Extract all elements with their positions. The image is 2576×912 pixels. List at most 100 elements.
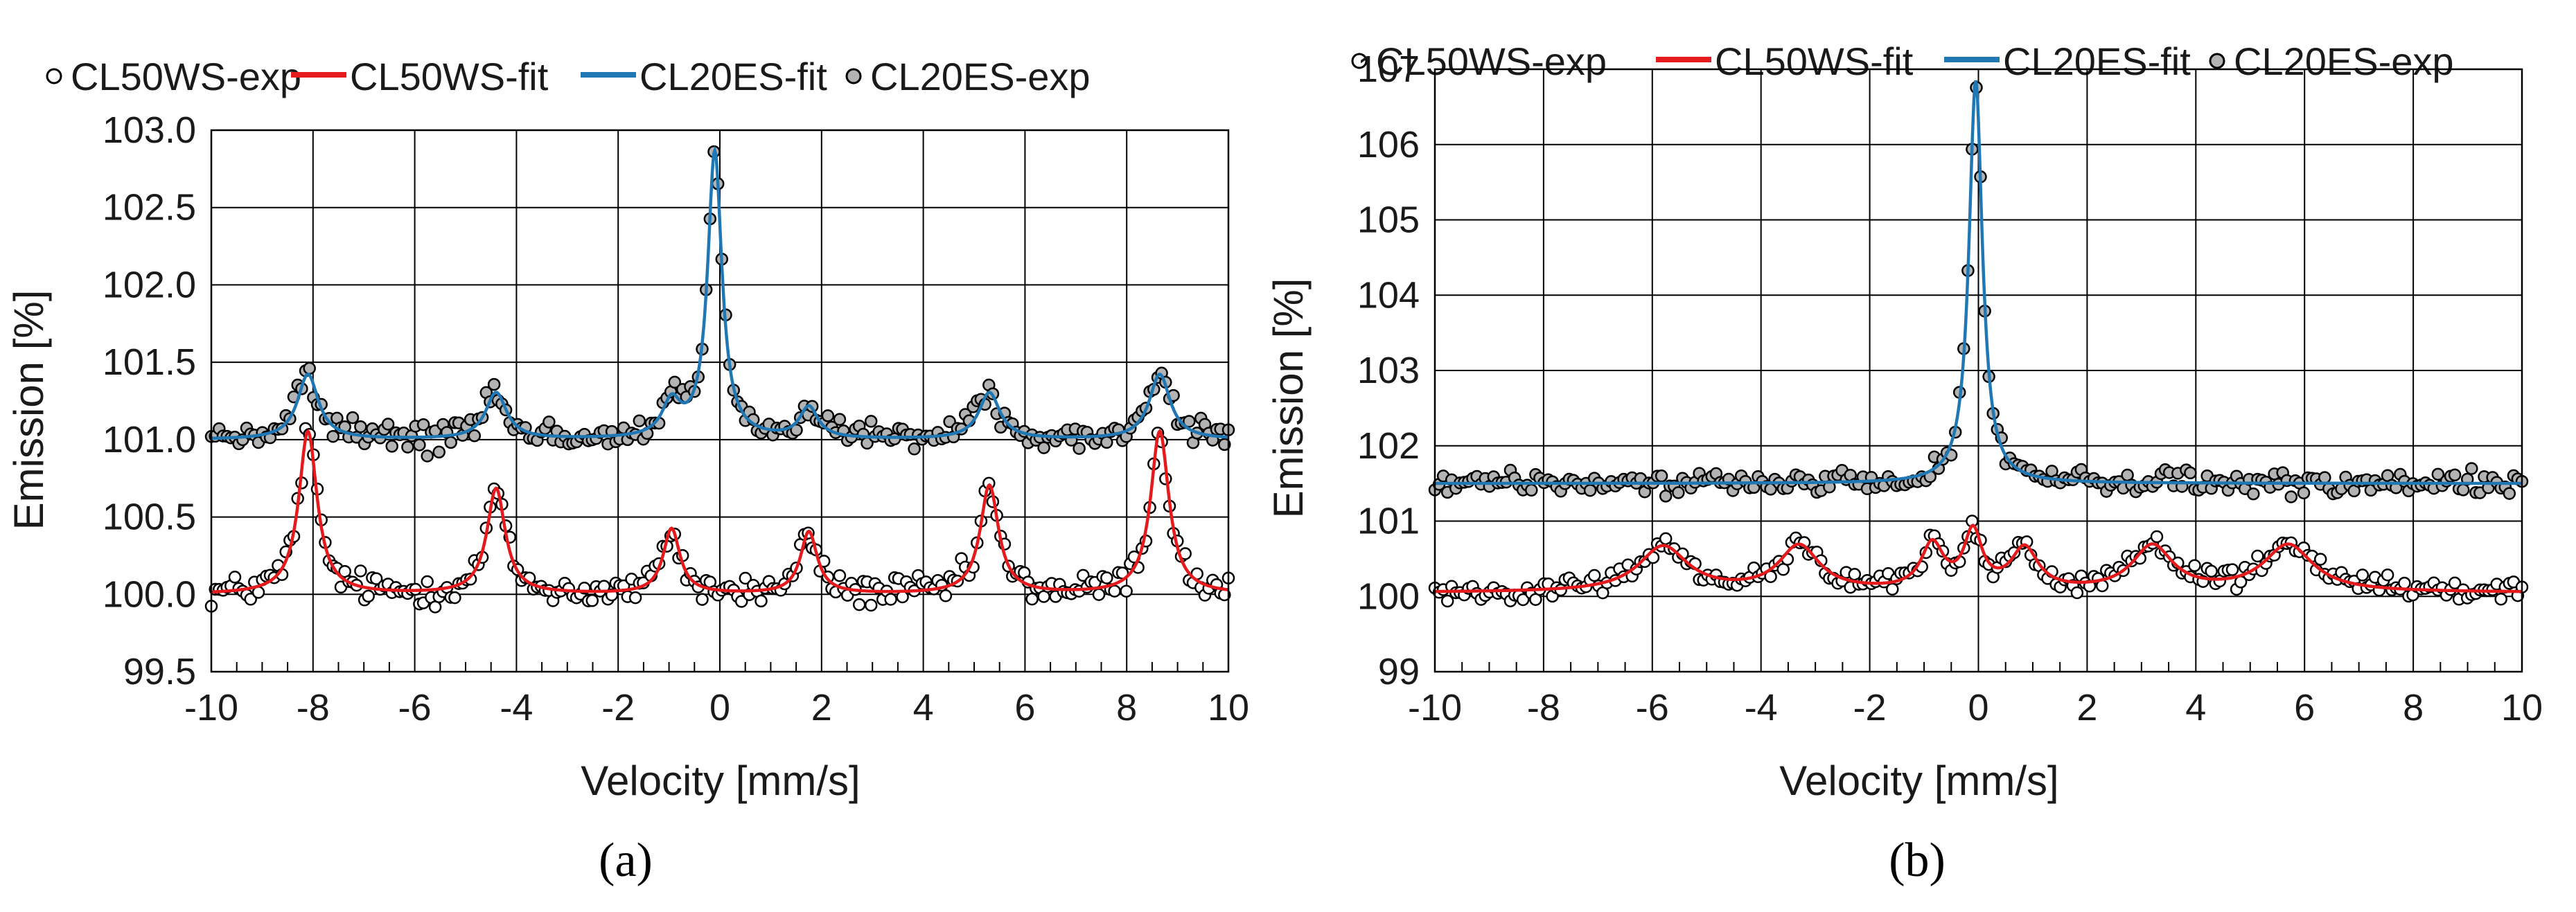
y-tick-label: 99 [1378, 651, 1420, 692]
CL50WS-exp-point [2150, 530, 2164, 544]
CL20ES-exp-point [303, 361, 316, 375]
CL20ES-exp-point [468, 429, 482, 442]
CL50WS-exp-point [2070, 586, 2084, 600]
CL50WS-exp-point [734, 595, 748, 608]
xlabel-a: Velocity [mm/s] [581, 758, 860, 804]
x-tick-label: 4 [913, 687, 934, 728]
y-tick-label: 100.5 [103, 497, 196, 538]
chart-panel-a: CL50WS-exp CL50WS-fit CL20ES-fit CL20ES-… [6, 55, 1249, 887]
CL20ES-exp-point [2456, 483, 2470, 497]
CL50WS-exp-point [2188, 559, 2201, 572]
CL20ES-exp-point [908, 442, 921, 456]
x-tick-label: -4 [500, 687, 533, 728]
x-tick-label: 10 [2501, 687, 2543, 728]
plot-area-a: -10 -8 -6 -4 -2 0 2 4 6 8 10 99.5 100.0 100.5 101.0 101… [103, 109, 1249, 728]
legend-a-label-2: CL20ES-fit [639, 55, 827, 98]
CL50WS-fit-line [211, 429, 1229, 594]
CL50WS-exp-point [2205, 564, 2218, 578]
CL50WS-exp-point [1587, 569, 1601, 582]
CL50WS-exp-point [1440, 594, 1454, 608]
CL50WS-exp-point [2494, 592, 2507, 606]
CL50WS-exp-point [896, 590, 909, 604]
legend-a-label-1: CL50WS-fit [350, 55, 549, 98]
CL50WS-exp-point [585, 594, 599, 607]
x-tick-label: 8 [2403, 687, 2424, 728]
ylabel-b: Emission [%] [1265, 278, 1312, 519]
CL50WS-exp-point [2251, 549, 2264, 563]
CL20ES-exp-point [1073, 442, 1086, 455]
panel-label-a: (a) [599, 834, 653, 887]
x-tick-label: 8 [1116, 687, 1137, 728]
legend-b-marker-0 [1351, 53, 1368, 69]
CL50WS-exp-point [1108, 584, 1121, 598]
y-tick-label: 100 [1357, 575, 1420, 617]
CL50WS-exp-point [696, 593, 709, 606]
CL50WS-exp-point [421, 575, 434, 589]
CL50WS-exp-point [884, 593, 897, 606]
CL20ES-exp-point [1100, 436, 1113, 449]
x-tick-label: -2 [1853, 687, 1887, 728]
panel-label-b: (b) [1889, 834, 1946, 887]
x-tick-label: -2 [601, 687, 635, 728]
legend-a: CL50WS-exp CL50WS-fit CL20ES-fit CL20ES-… [46, 55, 1091, 98]
CL50WS-exp-point [362, 589, 375, 603]
x-tick-label: 2 [2076, 687, 2097, 728]
x-tick-label: -8 [297, 687, 330, 728]
CL50WS-exp-point [228, 571, 242, 584]
CL50WS-exp-point [1025, 592, 1039, 606]
y-tick-label: 101 [1357, 501, 1420, 542]
CL50WS-exp-point [2313, 553, 2327, 566]
xlabel-b: Velocity [mm/s] [1779, 758, 2058, 804]
CL20ES-exp-point [2503, 487, 2516, 500]
CL20ES-exp-point [864, 415, 878, 428]
CL20ES-exp-point [401, 440, 414, 454]
legend-b: CL50WS-exp CL50WS-fit CL20ES-fit CL20ES-… [1351, 39, 2454, 83]
y-tick-label: 103 [1357, 350, 1420, 391]
CL20ES-fit-line [1435, 80, 2522, 485]
y-tick-label: 102 [1357, 425, 1420, 467]
CL50WS-exp-point [852, 598, 866, 611]
CL50WS-exp-point [739, 571, 752, 585]
x-tick-label: -10 [184, 687, 238, 728]
CL50WS-exp-point [2381, 568, 2394, 582]
CL20ES-exp-point [1183, 415, 1196, 428]
CL20ES-exp-point [487, 377, 501, 391]
legend-b-label-1: CL50WS-fit [1715, 39, 1914, 83]
CL20ES-exp-point [943, 415, 956, 429]
legend-a-label-0: CL50WS-exp [71, 55, 301, 98]
x-tick-label: -4 [1745, 687, 1778, 728]
y-tick-label: 107 [1357, 48, 1420, 90]
CL20ES-exp-point [2465, 462, 2478, 475]
legend-b-label-0: CL50WS-exp [1376, 39, 1607, 83]
CL50WS-exp-point [1092, 588, 1106, 601]
CL20ES-exp-point [2184, 466, 2197, 480]
CL20ES-exp-point [1218, 438, 1231, 451]
CL20ES-exp-point [1672, 486, 1685, 499]
CL20ES-exp-point [432, 445, 445, 459]
legend-b-marker-3 [2209, 53, 2225, 69]
CL50WS-exp-point [833, 569, 847, 582]
CL50WS-exp-point [1516, 593, 1530, 607]
CL50WS-exp-point [464, 573, 477, 586]
x-tick-label: 10 [1208, 687, 1249, 728]
x-tick-label: 4 [2185, 687, 2206, 728]
y-tick-label: 101.0 [103, 419, 196, 461]
plot-area-b: -10 -8 -6 -4 -2 0 2 4 6 8 10 99 100 101 102 103 104 105 10… [1357, 48, 2543, 728]
x-tick-label: -10 [1408, 687, 1462, 728]
CL20ES-exp-point [821, 409, 835, 422]
y-tick-label: 105 [1357, 199, 1420, 241]
CL20ES-fit-line [211, 145, 1228, 440]
CL50WS-exp-point [1764, 570, 1777, 583]
CL20ES-exp-point [326, 429, 339, 443]
CL50WS-exp-point [1120, 584, 1133, 598]
x-tick-label: 2 [811, 687, 832, 728]
CL20ES-exp-point [416, 418, 430, 431]
CL20ES-exp-point [1583, 483, 1597, 497]
legend-a-marker-3 [845, 68, 862, 84]
y-tick-label: 102.5 [103, 187, 196, 229]
CL50WS-exp-point [2225, 563, 2239, 576]
x-tick-label: 6 [1014, 687, 1035, 728]
CL50WS-exp-point [1886, 582, 1899, 596]
y-tick-label: 106 [1357, 124, 1420, 166]
